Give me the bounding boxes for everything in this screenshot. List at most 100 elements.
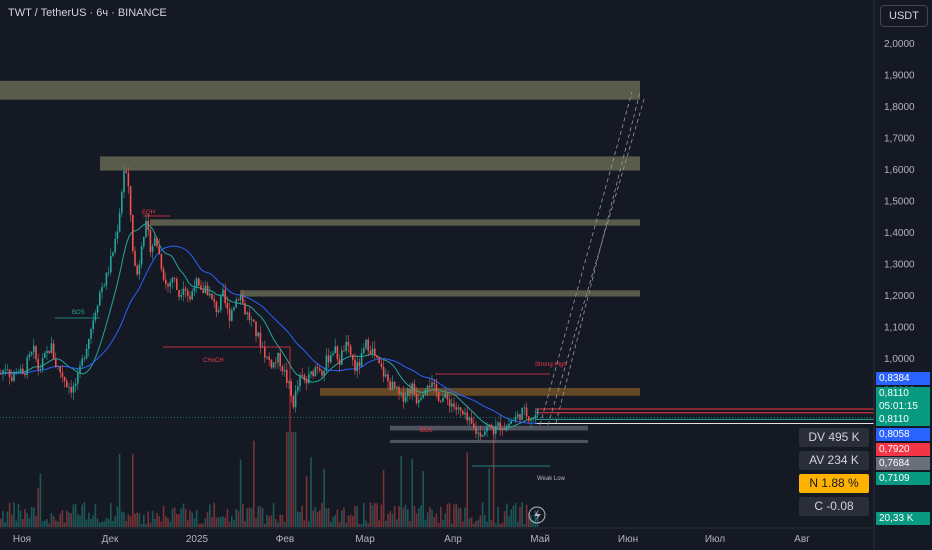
- volume-bar: [224, 517, 226, 527]
- volume-bar: [290, 432, 292, 527]
- candle-body: [59, 366, 61, 373]
- currency-button[interactable]: USDT: [880, 5, 928, 27]
- volume-bar: [213, 502, 215, 527]
- volume-bar: [407, 509, 409, 527]
- lightning-icon: [534, 509, 541, 521]
- volume-bar: [352, 516, 354, 527]
- candle-body: [235, 299, 237, 308]
- volume-bar: [338, 522, 341, 527]
- candle-body: [184, 288, 187, 291]
- volume-bar: [336, 509, 339, 527]
- candle-body: [68, 387, 70, 388]
- volume-bar: [264, 523, 266, 527]
- volume-bar: [297, 511, 299, 527]
- volume-bar: [15, 520, 17, 527]
- candle-body: [79, 365, 81, 373]
- volume-bar: [422, 471, 424, 527]
- volume-bar: [457, 507, 460, 527]
- candle-body: [514, 416, 517, 421]
- zone-demand: [390, 425, 588, 431]
- volume-bar: [305, 476, 308, 527]
- volume-bar: [171, 508, 174, 527]
- volume-bar: [189, 510, 191, 527]
- candle-body: [182, 288, 185, 296]
- candle-body: [275, 362, 277, 364]
- candle-body: [224, 289, 226, 304]
- candle-body: [200, 285, 202, 290]
- volume-bar: [444, 513, 446, 527]
- candle-body: [316, 367, 319, 369]
- x-tick-label: Апр: [444, 534, 462, 545]
- volume-bar: [244, 521, 246, 527]
- candle-body: [17, 371, 20, 373]
- candle-body: [338, 359, 341, 365]
- volume-bar: [314, 507, 317, 527]
- volume-bar: [488, 468, 490, 527]
- candle-body: [358, 362, 361, 367]
- volume-bar: [466, 452, 468, 527]
- volume-bar: [275, 519, 277, 527]
- volume-bar: [495, 523, 497, 527]
- volume-bar: [129, 516, 132, 527]
- volume-bar: [508, 516, 510, 527]
- volume-bar: [396, 519, 398, 527]
- candle-body: [398, 387, 400, 394]
- candle-body: [162, 269, 165, 280]
- volume-bar: [239, 459, 242, 527]
- candle-body: [446, 393, 449, 400]
- volume-bar: [523, 523, 526, 527]
- volume-bar: [431, 509, 433, 527]
- volume-bar: [105, 517, 108, 527]
- volume-bar: [165, 516, 167, 527]
- volume-bar: [17, 503, 20, 527]
- candle-body: [323, 371, 325, 376]
- price-label-ma: 0,8058: [876, 428, 930, 441]
- volume-bar: [294, 432, 297, 527]
- price-label-high: 0,8384: [876, 372, 930, 385]
- candle-body: [448, 399, 451, 407]
- volume-bar: [99, 522, 101, 527]
- volume-bar: [70, 513, 72, 527]
- volume-bar: [299, 512, 301, 527]
- volume-bar: [136, 512, 138, 527]
- volume-bar: [59, 514, 61, 527]
- volume-bar: [435, 513, 438, 527]
- candle-body: [193, 287, 196, 292]
- candle-body: [411, 383, 413, 394]
- candle-body: [495, 426, 497, 434]
- candle-body: [345, 341, 347, 351]
- volume-bar: [341, 510, 343, 527]
- candle-body: [462, 410, 464, 415]
- candle-body: [314, 367, 317, 377]
- volume-bar: [220, 517, 222, 527]
- volume-bar: [180, 508, 182, 527]
- candle-body: [479, 432, 482, 437]
- projection-line: [539, 91, 633, 426]
- volume-bar: [354, 505, 356, 527]
- av-stat: AV 234 K: [799, 451, 869, 470]
- candle-body: [475, 427, 477, 434]
- candle-body: [0, 373, 2, 375]
- candle-body: [83, 358, 86, 360]
- volume-bar: [266, 514, 268, 527]
- structure-label: Weak Low: [537, 476, 566, 482]
- candle-body: [11, 377, 13, 381]
- volume-bar: [26, 513, 28, 527]
- volume-bar: [11, 514, 13, 527]
- candle-body: [426, 385, 429, 390]
- candle-body: [523, 407, 526, 409]
- volume-bar: [365, 520, 367, 527]
- volume-bar: [121, 511, 123, 527]
- volume-bar: [61, 509, 64, 527]
- volume-bar: [125, 520, 127, 527]
- candle-body: [52, 343, 55, 359]
- candle-body: [319, 368, 321, 371]
- candle-body: [341, 350, 343, 365]
- volume-bar: [138, 513, 141, 527]
- x-axis-ticks: Ноя Дек 2025 Фев Мар Апр Май Июн Июл Авг: [13, 534, 810, 545]
- candle-body: [453, 403, 455, 408]
- replay-icon[interactable]: [528, 506, 546, 524]
- candle-body: [255, 321, 257, 337]
- candle-body: [127, 172, 130, 187]
